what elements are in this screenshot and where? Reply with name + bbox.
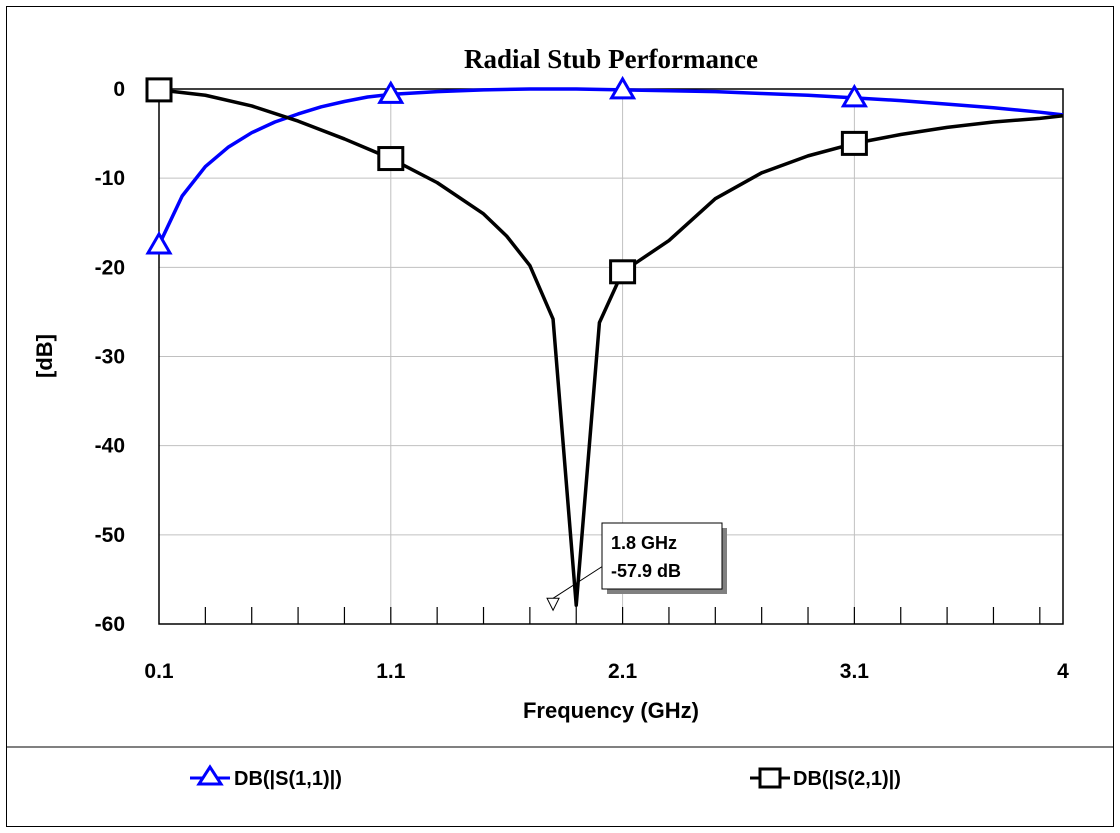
annotation-line-1: 1.8 GHz: [611, 533, 677, 553]
chart-title: Radial Stub Performance: [464, 44, 758, 74]
y-axis-label: [dB]: [32, 334, 57, 378]
annotation-box: [601, 522, 723, 590]
x-tick-label: 2.1: [608, 660, 638, 683]
annotation-line-2: -57.9 dB: [611, 561, 681, 581]
chart-frame: [6, 6, 1114, 827]
series-2-square-marker: [840, 130, 868, 156]
y-tick-label: -40: [95, 435, 125, 458]
annotation-leader: [552, 565, 604, 599]
x-tick-label: 3.1: [840, 660, 870, 683]
series-line-2: [158, 88, 1064, 608]
x-tick-labels: 0.1 1.1 2.1 3.1 4: [144, 660, 1069, 683]
series-1-triangle-marker: [145, 231, 173, 255]
y-tick-label: -30: [95, 346, 125, 369]
annotation-layer: 1.8 GHz -57.9 dB: [546, 522, 727, 612]
minor-ticks: [204, 607, 1041, 624]
annotation-pointer: [546, 597, 560, 612]
legend-label-s11: DB(|S(1,1)|): [234, 768, 342, 790]
series-line-1: [157, 87, 1064, 246]
x-tick-label: 1.1: [376, 660, 406, 683]
legend-triangle-marker-icon: [196, 764, 224, 786]
series-1-triangle-marker: [840, 83, 868, 108]
series-1-triangle-marker: [377, 80, 405, 104]
y-tick-label: -60: [95, 613, 125, 636]
y-tick-label: 0: [113, 78, 125, 101]
legend: DB(|S(1,1)|) DB(|S(2,1)|): [190, 764, 901, 790]
y-tick-label: -20: [95, 256, 125, 279]
series-2-square-marker: [609, 259, 637, 285]
x-axis-label: Frequency (GHz): [523, 698, 699, 723]
legend-item-s11[interactable]: DB(|S(1,1)|): [190, 764, 342, 790]
grid-layer: [159, 89, 1063, 624]
series-1-triangle-marker: [608, 75, 637, 100]
x-tick-label: 0.1: [144, 660, 174, 683]
legend-item-s21[interactable]: DB(|S(2,1)|): [750, 767, 901, 790]
series-2-square-marker: [377, 146, 405, 172]
legend-square-marker-icon: [758, 767, 782, 789]
y-tick-label: -50: [95, 524, 125, 547]
legend-label-s21: DB(|S(2,1)|): [793, 768, 901, 790]
series-2-square-marker: [145, 77, 173, 103]
x-tick-label: 4: [1057, 660, 1069, 683]
series-layer: [145, 75, 1064, 608]
y-tick-labels: 0 -10 -20 -30 -40 -50 -60: [95, 78, 125, 636]
y-tick-label: -10: [95, 167, 125, 190]
